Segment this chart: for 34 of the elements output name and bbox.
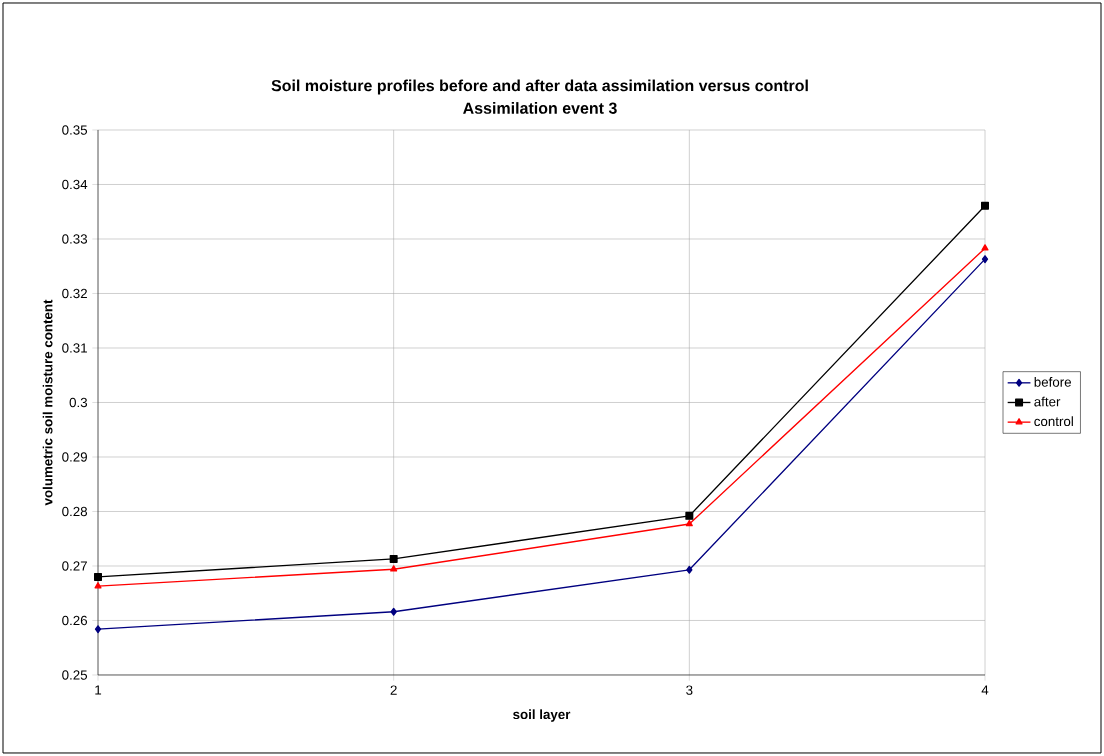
point	[390, 565, 398, 572]
legend-label: before	[1034, 377, 1071, 387]
y-tick-label: 0.29	[62, 452, 87, 462]
y-tick-label: 0.25	[62, 670, 88, 680]
x-tick-label: 3	[686, 685, 693, 695]
point	[685, 511, 694, 520]
y-axis-title: volumetric soil moisture content	[42, 299, 53, 506]
x-tick-label: 4	[981, 685, 989, 695]
point	[389, 554, 398, 563]
point	[94, 572, 103, 581]
y-tick-label: 0.33	[62, 234, 88, 244]
x-tick-label: 2	[390, 685, 397, 695]
y-tick-label: 0.31	[62, 343, 87, 353]
legend-label: control	[1034, 416, 1073, 427]
point	[686, 565, 693, 574]
y-tick-label: 0.32	[62, 288, 87, 299]
chart-title: Soil moisture profiles before and after data assimilation versus control	[271, 79, 808, 95]
y-tick-label: 0.3	[69, 397, 88, 408]
x-tick-label: 1	[95, 685, 102, 695]
x-axis-title: soil layer	[513, 709, 571, 722]
point	[981, 201, 989, 210]
point	[390, 607, 397, 616]
chart-subtitle: Assimilation event 3	[463, 102, 617, 114]
point	[981, 244, 989, 251]
y-tick-label: 0.34	[62, 179, 88, 190]
y-tick-label: 0.35	[62, 125, 88, 135]
point	[94, 625, 102, 634]
y-tick-label: 0.27	[62, 561, 87, 571]
point	[981, 255, 989, 264]
point	[94, 582, 102, 589]
y-tick-label: 0.28	[62, 506, 88, 517]
legend-label: after	[1034, 396, 1061, 407]
y-tick-label: 0.26	[62, 615, 88, 626]
point	[685, 520, 693, 527]
